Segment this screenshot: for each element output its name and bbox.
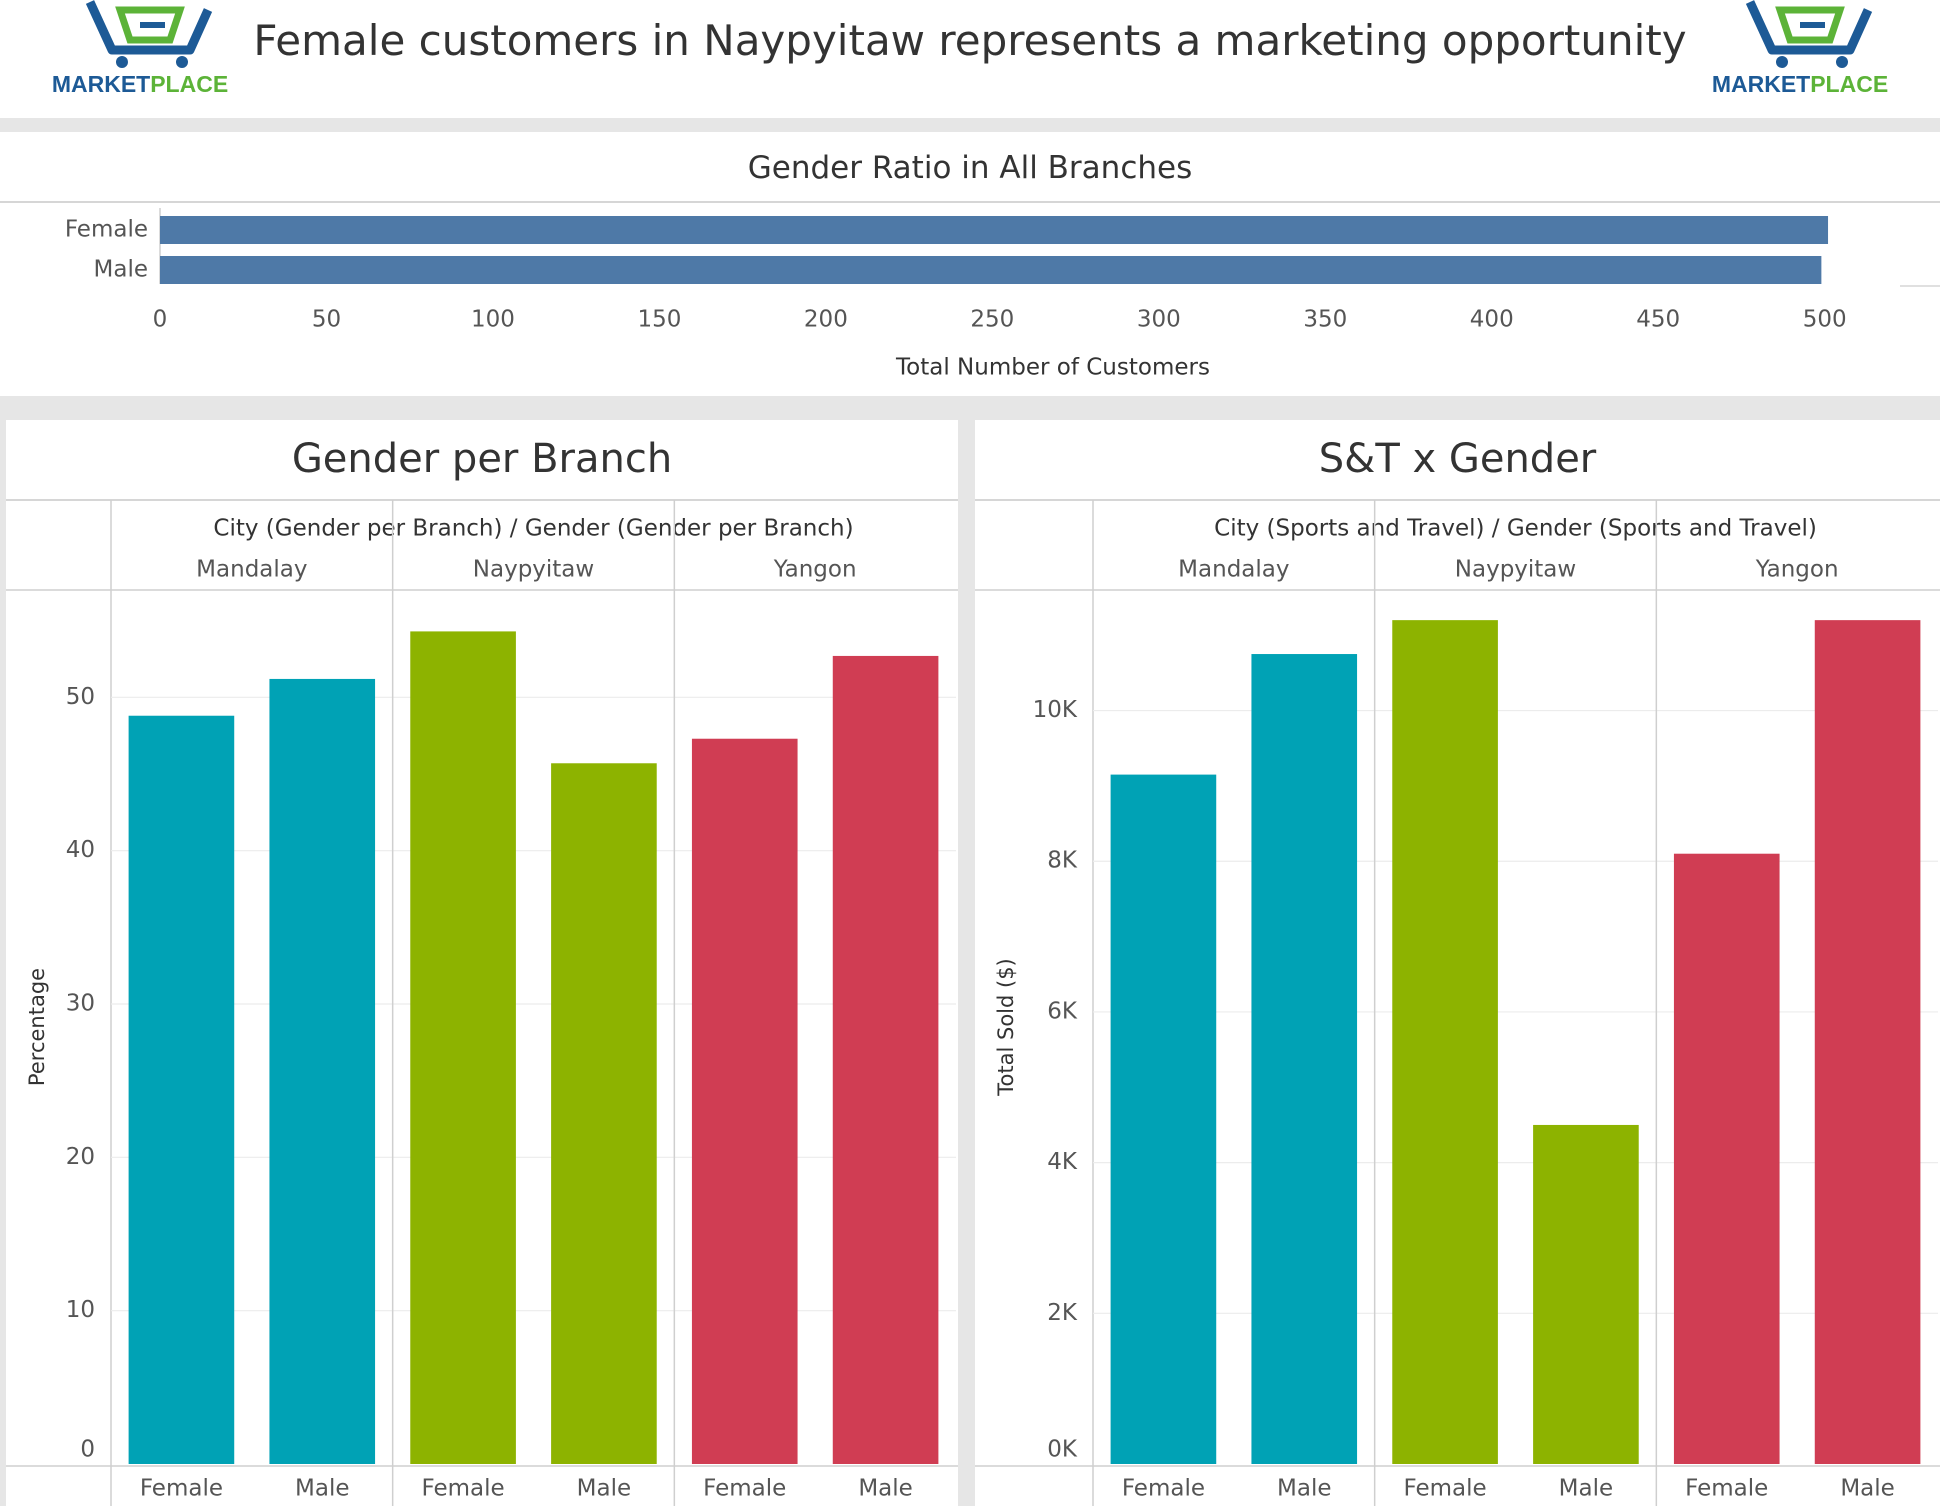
bar-mandalay-female [128, 715, 235, 1464]
gender-label: Male [295, 1476, 349, 1502]
cart-icon [85, 0, 213, 68]
y-tick-label: 4K [1047, 1149, 1078, 1175]
gender-label: Female [1685, 1476, 1768, 1502]
bar-mandalay-male [1251, 654, 1358, 1464]
x-axis-label: Total Number of Customers [895, 355, 1210, 381]
gender-label: Female [1122, 1476, 1205, 1502]
x-tick-label: 0 [153, 307, 168, 333]
gender-label: Male [1840, 1476, 1894, 1502]
city-label-naypyitaw: Naypyitaw [1455, 557, 1576, 583]
gender-ratio-panel: Gender Ratio in All Branches Female Male 0… [0, 132, 1940, 396]
gender-label: Female [1403, 1476, 1486, 1502]
bar-yangon-male [832, 655, 939, 1464]
x-tick-label: 250 [970, 307, 1014, 333]
y-tick-label: 2K [1047, 1300, 1078, 1326]
gender-per-branch-title: Gender per Branch [291, 436, 673, 482]
logo-text: MARKETPLACE [51, 71, 229, 97]
y-tick-label: 40 [66, 837, 95, 863]
bar-naypyitaw-male [551, 763, 657, 1464]
category-label-female: Female [65, 217, 148, 243]
st-gender-panel: S&T x Gender City (Sports and Travel) / … [975, 420, 1940, 1506]
bar-yangon-female [691, 738, 798, 1464]
y-tick-label: 6K [1047, 998, 1078, 1024]
facet-header: City (Sports and Travel) / Gender (Sport… [1214, 516, 1817, 542]
logo-text: MARKETPLACE [1711, 71, 1889, 97]
bar-yangon-male [1814, 620, 1921, 1464]
gender-label: Male [858, 1476, 912, 1502]
x-tick-label: 300 [1137, 307, 1181, 333]
facet-header: City (Gender per Branch) / Gender (Gende… [213, 516, 853, 542]
gender-ratio-title: Gender Ratio in All Branches [747, 150, 1193, 186]
bar-mandalay-female [1110, 774, 1217, 1464]
y-tick-label: 10K [1033, 697, 1078, 723]
bar-naypyitaw-male [1533, 1124, 1639, 1464]
city-label-naypyitaw: Naypyitaw [473, 557, 594, 583]
gender-label: Female [421, 1476, 504, 1502]
category-label-male: Male [94, 257, 148, 283]
bar-mandalay-male [269, 678, 376, 1464]
x-tick-label: 50 [312, 307, 341, 333]
page-title: Female customers in Naypyitaw represents… [253, 16, 1687, 65]
y-tick-label: 10 [66, 1297, 95, 1323]
gender-label: Male [1559, 1476, 1613, 1502]
x-tick-label: 350 [1303, 307, 1347, 333]
y-tick-label: 50 [66, 684, 95, 710]
y-tick-label: 20 [66, 1144, 95, 1170]
y-tick-label: 0 [80, 1437, 95, 1463]
city-label-yangon: Yangon [1755, 557, 1839, 583]
x-tick-label: 500 [1803, 307, 1847, 333]
bar-naypyitaw-female [1392, 620, 1498, 1464]
gender-per-branch-panel: Gender per Branch City (Gender per Branc… [6, 420, 958, 1506]
bar-female [160, 216, 1829, 244]
x-tick-label: 100 [471, 307, 515, 333]
gender-label: Female [140, 1476, 223, 1502]
marketplace-logo-left: MARKETPLACE [20, 0, 260, 110]
y-tick-label: 0K [1047, 1437, 1078, 1463]
gender-per-branch-chart: City (Gender per Branch) / Gender (Gende… [6, 499, 958, 1506]
x-tick-label: 400 [1470, 307, 1514, 333]
marketplace-logo-right: MARKETPLACE [1680, 0, 1920, 110]
st-gender-title: S&T x Gender [1318, 436, 1597, 482]
city-label-mandalay: Mandalay [1178, 557, 1289, 583]
city-label-mandalay: Mandalay [196, 557, 307, 583]
bar-naypyitaw-female [410, 631, 516, 1464]
x-tick-label: 200 [804, 307, 848, 333]
header-banner: MARKETPLACE Female customers in Naypyita… [0, 0, 1940, 118]
x-tick-label: 450 [1636, 307, 1680, 333]
gender-label: Female [703, 1476, 786, 1502]
cart-icon [1745, 0, 1873, 68]
gender-label: Male [577, 1476, 631, 1502]
x-tick-label: 150 [637, 307, 681, 333]
y-axis-label: Total Sold ($) [994, 958, 1018, 1096]
city-label-yangon: Yangon [773, 557, 857, 583]
y-axis-label: Percentage [25, 968, 49, 1086]
st-gender-chart: City (Sports and Travel) / Gender (Sport… [975, 499, 1940, 1506]
y-tick-label: 30 [66, 991, 95, 1017]
bar-male [160, 256, 1822, 284]
bar-yangon-female [1673, 853, 1780, 1464]
y-tick-label: 8K [1047, 848, 1078, 874]
gender-label: Male [1277, 1476, 1331, 1502]
